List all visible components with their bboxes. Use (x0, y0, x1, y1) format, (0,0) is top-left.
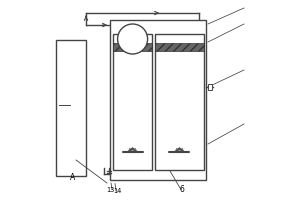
Bar (208, 84, 212, 90)
Bar (113, 34, 152, 170)
Bar (155, 43, 204, 51)
Text: 13: 13 (106, 187, 114, 193)
Bar (155, 34, 204, 170)
Bar (110, 20, 206, 180)
Text: 14: 14 (113, 188, 121, 194)
Bar (56, 40, 86, 176)
Bar (113, 43, 152, 51)
Circle shape (118, 24, 148, 54)
Text: 6: 6 (180, 185, 185, 194)
Text: A: A (70, 173, 76, 182)
